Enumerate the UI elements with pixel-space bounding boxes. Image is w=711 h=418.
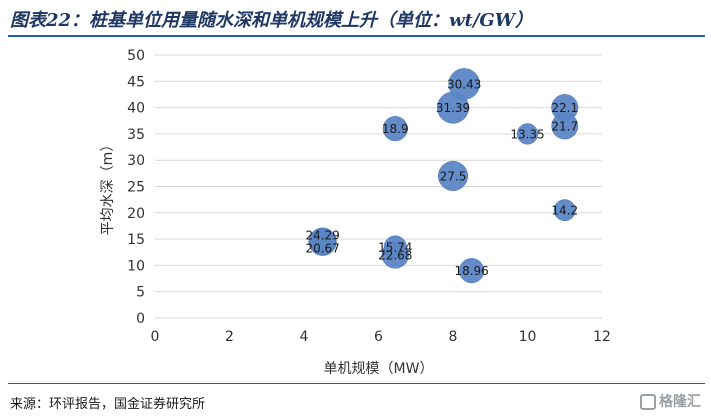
- bubble-chart: 0 5 10 15 20 25 30 35 40 45 50 0 2 4 6 8 10 12 单机规模（MW） 平均水…: [100, 48, 611, 377]
- y-tick-label: 20: [127, 206, 145, 222]
- x-tick-label: 12: [593, 329, 611, 345]
- bubble-data-label: 14.2: [551, 204, 578, 218]
- bubble-data-label: 21.7: [551, 120, 578, 134]
- bubble: [437, 160, 469, 192]
- bubble: [553, 199, 576, 222]
- bubble: [309, 228, 336, 255]
- bubble-data-label: 22.1: [551, 101, 578, 115]
- bubble-data-label: 15.74: [378, 240, 412, 254]
- title-divider: [8, 35, 705, 37]
- x-tick-label: 2: [225, 329, 234, 345]
- bubble-data-label: 30.43: [447, 77, 481, 91]
- y-tick-label: 35: [127, 127, 145, 143]
- bubble: [448, 68, 480, 100]
- bubble-data-label: 18.96: [454, 264, 488, 278]
- bubble: [551, 112, 579, 140]
- y-tick-label: 15: [127, 232, 145, 248]
- chart-title: 图表22：桩基单位用量随水深和单机规模上升（单位：wt/GW）: [10, 10, 534, 31]
- y-tick-label: 25: [127, 180, 145, 196]
- y-tick-label: 5: [136, 285, 145, 301]
- y-tick-label: 40: [127, 101, 145, 117]
- bubble-data-label: 24.29: [305, 229, 339, 243]
- x-tick-label: 8: [449, 329, 458, 345]
- y-axis-label: 平均水深（m）: [100, 138, 116, 236]
- bubble-data-label: 31.39: [436, 101, 470, 115]
- watermark-logo-icon: [640, 394, 656, 410]
- x-axis-label: 单机规模（MW）: [324, 361, 434, 377]
- y-tick-label: 50: [127, 48, 145, 64]
- y-tick-label: 0: [136, 311, 145, 327]
- watermark-text: 格隆汇: [659, 394, 701, 410]
- x-tick-label: 6: [374, 329, 383, 345]
- x-tick-label: 4: [300, 329, 309, 345]
- footer-divider: [8, 383, 705, 384]
- bubble-data-label: 13.35: [510, 127, 544, 141]
- y-tick-label: 10: [127, 258, 145, 274]
- watermark: 格隆汇: [640, 391, 701, 411]
- x-tick-label: 0: [151, 329, 160, 345]
- bubble: [382, 116, 408, 142]
- x-tick-label: 10: [519, 329, 537, 345]
- y-tick-label: 45: [127, 74, 145, 90]
- bubble-data-label: 27.5: [440, 169, 467, 183]
- y-tick-label: 30: [127, 153, 145, 169]
- bubble: [383, 235, 407, 259]
- source-note: 来源：环评报告，国金证券研究所: [10, 397, 206, 412]
- bubble-data-label: 20.67: [305, 242, 339, 256]
- bubble: [516, 123, 539, 145]
- bubble-data-label: 18.9: [382, 122, 409, 136]
- bubble: [459, 258, 485, 284]
- bubble-data-label: 22.68: [378, 248, 412, 262]
